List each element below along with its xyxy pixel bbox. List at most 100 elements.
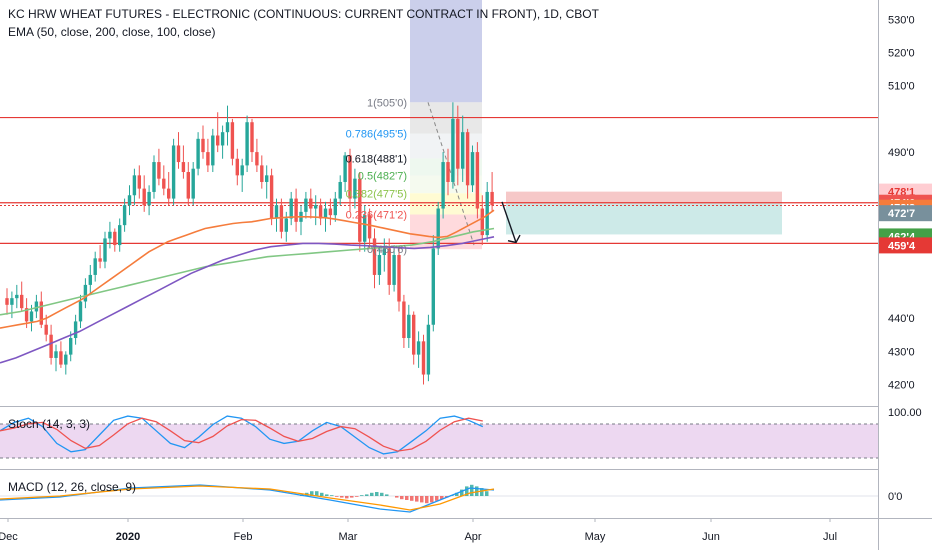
candle-body <box>147 191 151 206</box>
candle-body <box>255 152 259 166</box>
macd-histogram-bar <box>380 492 384 496</box>
candle-body <box>436 208 440 249</box>
candle-body <box>49 334 53 358</box>
macd-histogram-bar <box>330 495 334 496</box>
price-tick-label: 510'0 <box>888 81 915 93</box>
stoch-axis-label: 100.00 <box>888 407 922 419</box>
candle-body <box>480 208 484 236</box>
candle-body <box>294 198 298 222</box>
candle-body <box>431 248 435 325</box>
candle-body <box>412 314 416 355</box>
candle-body <box>304 198 308 212</box>
candle-body <box>260 165 264 182</box>
fib-level-label: 0.618(488'1) <box>346 153 407 165</box>
candle-body <box>157 162 161 179</box>
candle-body <box>34 301 39 312</box>
macd-histogram-bar <box>435 496 439 501</box>
macd-histogram-bar <box>465 486 469 496</box>
ema-indicator-label[interactable]: EMA (50, close, 200, close, 100, close) <box>8 25 216 39</box>
candle-body <box>402 301 406 339</box>
candle-body <box>20 294 24 309</box>
candle-body <box>441 162 445 209</box>
candle-body <box>118 225 122 246</box>
candle-body <box>220 132 225 146</box>
macd-histogram-bar <box>440 496 444 500</box>
macd-histogram-bar <box>410 496 414 501</box>
candle-body <box>465 132 470 186</box>
price-tick-label: 520'0 <box>888 48 915 60</box>
price-tick-label: 440'0 <box>888 313 915 325</box>
stoch-indicator-label[interactable]: Stoch (14, 3, 3) <box>8 417 91 431</box>
macd-signal-line <box>0 485 495 511</box>
candle-body <box>426 324 431 375</box>
macd-histogram-bar <box>355 496 359 497</box>
candle-body <box>5 298 9 305</box>
price-tick-label: 420'0 <box>888 380 915 392</box>
stoch-k-line <box>0 415 484 455</box>
candle-body <box>314 205 318 209</box>
candle-body <box>142 188 146 206</box>
macd-histogram-bar <box>470 484 474 496</box>
candle-body <box>387 248 391 285</box>
candle-body <box>29 311 34 322</box>
position-target-zone <box>506 202 782 235</box>
macd-histogram-bar <box>345 496 349 499</box>
price-badge-label: 459'4 <box>888 240 916 252</box>
macd-histogram-bar <box>400 496 404 500</box>
macd-histogram-bar <box>360 495 364 496</box>
fib-level-label: 0.786(495'5) <box>346 129 407 141</box>
macd-histogram-bar <box>455 492 459 496</box>
candle-body <box>196 138 200 169</box>
candle-body <box>137 175 141 189</box>
fib-band <box>410 193 482 215</box>
candle-body <box>59 351 63 365</box>
price-tick-label: 530'0 <box>888 14 915 26</box>
candle-body <box>475 152 480 209</box>
candle-body <box>279 205 284 232</box>
time-tick-label: Jun <box>702 531 720 543</box>
macd-indicator-label[interactable]: MACD (12, 26, close, 9) <box>8 480 137 494</box>
candle-body <box>333 198 337 216</box>
candle-body <box>328 208 333 216</box>
stoch-band <box>0 424 878 458</box>
candle-body <box>44 324 48 335</box>
time-tick-label: Jul <box>823 531 837 543</box>
candle-body <box>485 191 489 236</box>
price-badge <box>879 205 932 222</box>
candle-body <box>162 178 166 189</box>
candle-body <box>372 238 377 275</box>
candle-body <box>490 191 494 206</box>
candle-body <box>240 165 244 176</box>
macd-histogram-bar <box>310 491 314 496</box>
candle-body <box>416 341 421 355</box>
candle-body <box>206 152 210 166</box>
ema-100-line <box>0 236 495 364</box>
candle-body <box>245 122 249 166</box>
candle-body <box>358 178 362 242</box>
macd-histogram-bar <box>405 496 409 500</box>
macd-histogram-bar <box>350 496 354 498</box>
candle-body <box>377 255 382 275</box>
candle-body <box>211 135 215 166</box>
time-tick-label: Feb <box>234 531 253 543</box>
macd-histogram-bar <box>430 496 434 503</box>
candle-body <box>103 238 107 262</box>
fib-level-label: 0.5(482'7) <box>358 171 407 183</box>
candle-body <box>88 274 92 285</box>
macd-histogram-bar <box>325 494 329 496</box>
macd-axis-label: 0'0 <box>888 491 902 503</box>
macd-histogram-bar <box>415 496 419 502</box>
ema-50-line <box>0 209 495 329</box>
chart-title: KC HRW WHEAT FUTURES - ELECTRONIC (CONTI… <box>8 7 599 21</box>
candle-body <box>421 341 426 375</box>
fib-trend-line <box>427 102 475 246</box>
candle-body <box>323 208 328 219</box>
macd-histogram-bar <box>420 496 424 503</box>
candle-body <box>54 351 58 358</box>
candle-body <box>132 175 137 196</box>
candle-body <box>152 162 156 192</box>
candle-body <box>39 301 43 325</box>
time-tick-label: Apr <box>464 531 481 543</box>
candle-body <box>176 145 181 163</box>
